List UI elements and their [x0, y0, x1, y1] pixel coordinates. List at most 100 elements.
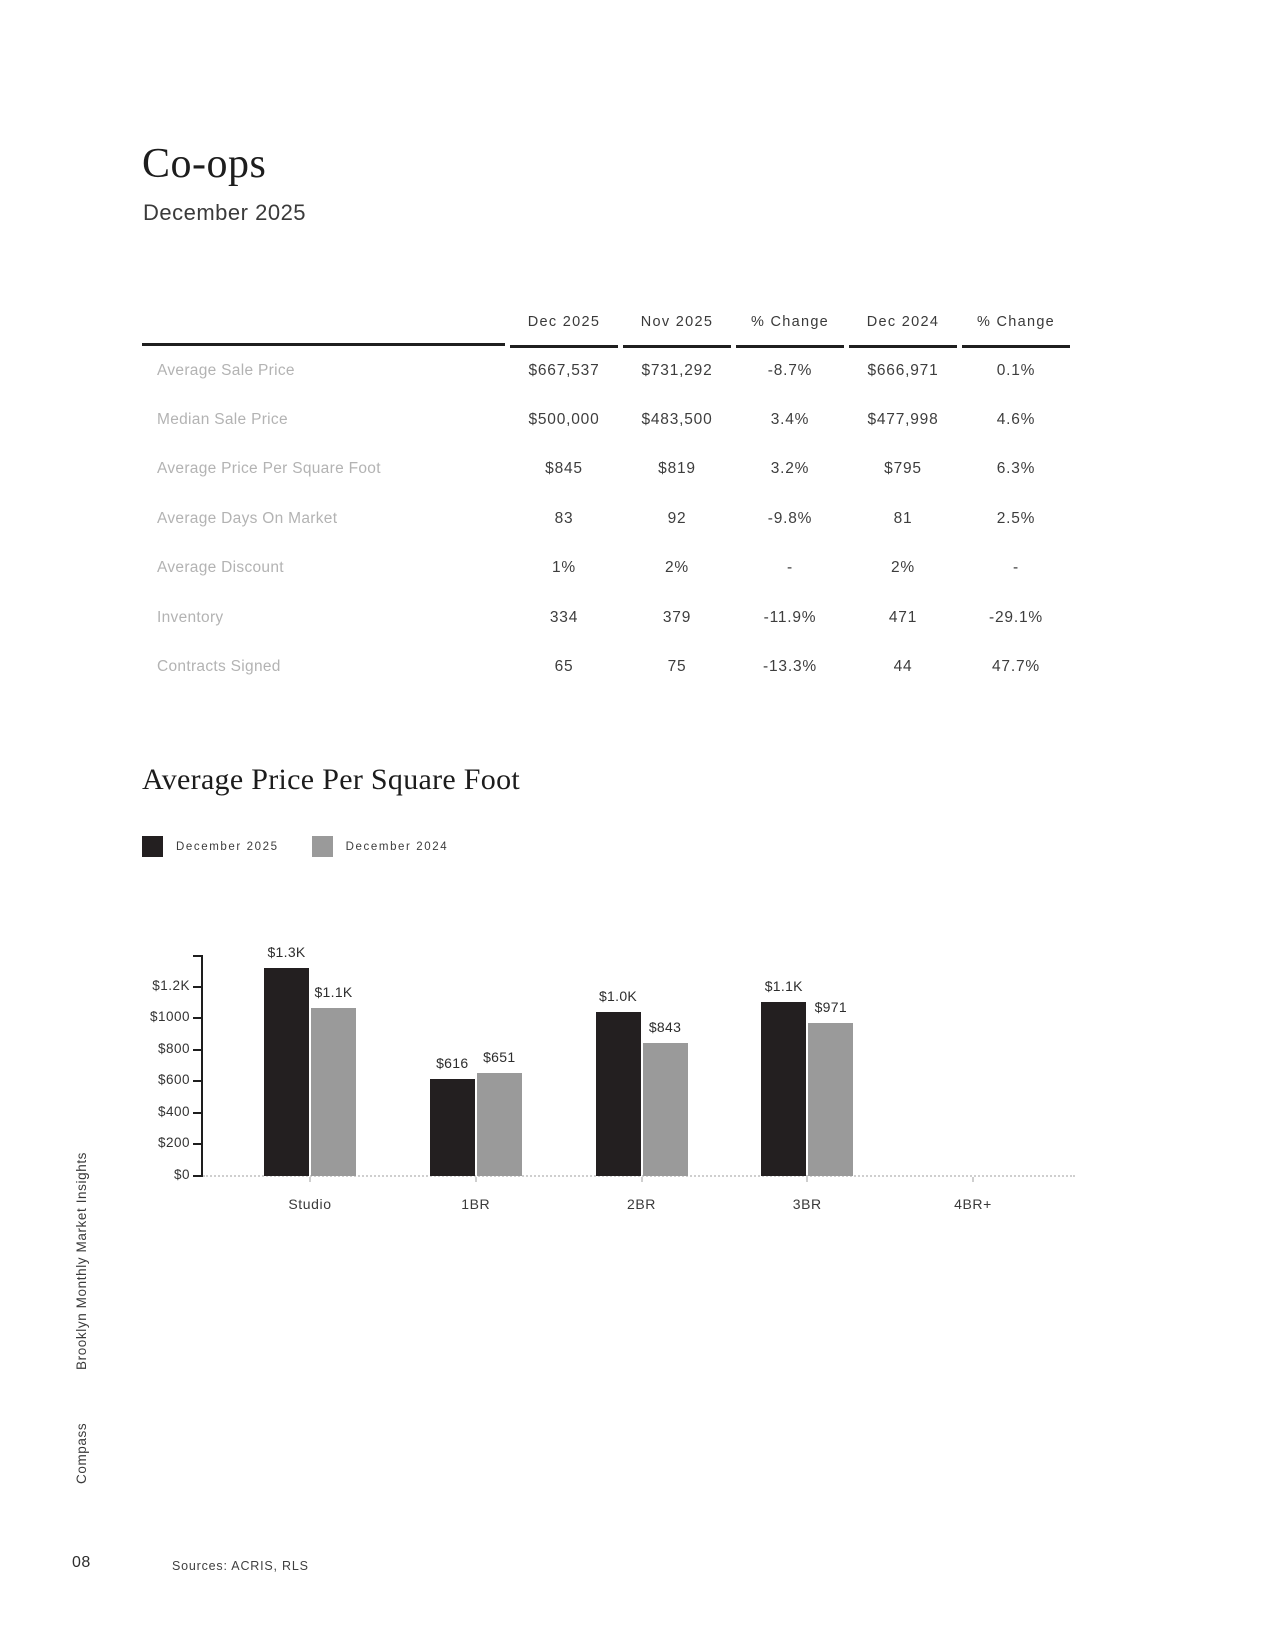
metric-value: $795 — [884, 460, 922, 478]
legend-item-dec-2025: December 2025 — [142, 836, 279, 857]
table-row: Inventory 334 379 -11.9% 471 -29.1% — [142, 593, 1070, 642]
metric-value: 3.4% — [770, 411, 810, 429]
metric-value: 471 — [888, 608, 918, 626]
y-axis-tick-label: $200 — [157, 1135, 190, 1151]
column-header: % Change — [736, 299, 844, 348]
metric-value: 44 — [893, 658, 913, 676]
y-axis-tick — [193, 1111, 201, 1114]
metric-value: $500,000 — [528, 411, 600, 429]
bar-2br-dec-2025 — [595, 1011, 641, 1176]
bar-value-label: $971 — [814, 998, 847, 1015]
metric-value: 2% — [890, 559, 915, 577]
metric-label: Median Sale Price — [157, 411, 288, 429]
bar-studio-dec-2025 — [264, 967, 309, 1176]
metric-value: 47.7% — [992, 658, 1040, 676]
table-row: Average Discount 1% 2% - 2% - — [142, 544, 1070, 593]
table-row: Contracts Signed 65 75 -13.3% 44 47.7% — [142, 642, 1070, 691]
metric-value: $845 — [545, 460, 583, 478]
x-axis-category-label: 4BR+ — [954, 1196, 992, 1212]
metric-value: 1% — [551, 559, 576, 577]
y-axis-tick-label: $600 — [157, 1072, 190, 1088]
table-row: Median Sale Price $500,000 $483,500 3.4%… — [142, 395, 1070, 444]
sidebar-report-title: Brooklyn Monthly Market Insights — [74, 1151, 89, 1370]
metric-value: -8.7% — [767, 361, 813, 379]
bar-studio-dec-2024 — [311, 1007, 356, 1176]
x-axis-category-tick — [474, 1177, 477, 1182]
y-axis-tick — [193, 1143, 201, 1146]
bar-value-label: $616 — [436, 1054, 469, 1071]
bar-3br-dec-2025 — [761, 1001, 807, 1176]
bar-3br-dec-2024 — [808, 1022, 854, 1176]
table-header-row: Dec 2025 Nov 2025 % Change Dec 2024 % Ch… — [142, 299, 1070, 348]
metric-value: $819 — [658, 460, 696, 478]
sources-note: Sources: ACRIS, RLS — [172, 1559, 309, 1573]
metric-value: 334 — [549, 608, 579, 626]
metric-label: Average Discount — [157, 559, 284, 577]
legend-item-dec-2024: December 2024 — [311, 836, 449, 857]
x-axis-category-tick — [806, 1177, 809, 1182]
metric-label: Inventory — [157, 608, 224, 626]
metric-value: 83 — [554, 509, 574, 527]
y-axis-tick — [193, 985, 201, 988]
metric-value: $667,537 — [528, 361, 600, 379]
page-number: 08 — [72, 1554, 91, 1571]
chart-legend: December 2025 December 2024 — [142, 836, 448, 857]
metric-value: 2.5% — [996, 509, 1036, 527]
x-axis-category-label: Studio — [288, 1196, 332, 1212]
metric-value: 75 — [667, 658, 687, 676]
y-axis-tick — [193, 1080, 201, 1083]
metric-value: 81 — [893, 509, 913, 527]
metric-value: -9.8% — [767, 509, 813, 527]
metric-value: -29.1% — [989, 608, 1043, 626]
bar-value-label: $843 — [648, 1018, 682, 1035]
metric-value: 92 — [667, 509, 687, 527]
x-axis-category-label: 1BR — [461, 1196, 491, 1212]
legend-swatch-dark — [142, 836, 163, 857]
metric-value: $666,971 — [867, 361, 939, 379]
metric-value: 379 — [662, 608, 692, 626]
metric-label: Average Price Per Square Foot — [157, 460, 381, 478]
metric-value: -11.9% — [763, 608, 817, 626]
metric-value: 3.2% — [770, 460, 810, 478]
page-subtitle: December 2025 — [143, 200, 307, 225]
bar-value-label: $651 — [483, 1049, 516, 1066]
x-axis-category-label: 2BR — [626, 1196, 657, 1212]
x-axis-category-label: 3BR — [792, 1196, 822, 1212]
bar-chart: $1.2K $1000 $800 $600 $400 $200 $0 Studio $1.3K $… — [0, 900, 1275, 1220]
column-header: Dec 2024 — [849, 299, 957, 348]
metrics-table: Dec 2025 Nov 2025 % Change Dec 2024 % Ch… — [142, 300, 1070, 692]
y-axis-line — [201, 955, 203, 1177]
metric-value: - — [1013, 559, 1019, 577]
metric-value: $477,998 — [867, 411, 939, 429]
y-axis-tick-label: $0 — [173, 1167, 190, 1182]
x-axis-category-tick — [309, 1177, 311, 1182]
metric-value: 2% — [664, 559, 689, 577]
bar-value-label: $1.3K — [267, 943, 306, 960]
bar-value-label: $1.1K — [764, 977, 803, 994]
y-axis-tick-label: $1.2K — [152, 977, 190, 993]
bar-1br-dec-2024 — [476, 1073, 522, 1176]
y-axis-tick — [193, 1048, 201, 1051]
metric-value: 4.6% — [996, 411, 1036, 429]
metric-value: 0.1% — [996, 361, 1036, 379]
metric-value: 6.3% — [996, 460, 1036, 478]
y-axis-tick — [193, 1017, 201, 1020]
metric-value: -13.3% — [763, 658, 817, 676]
legend-swatch-gray — [311, 836, 333, 857]
table-row: Average Days On Market 83 92 -9.8% 81 2.… — [142, 494, 1070, 543]
y-axis-top-tick — [193, 955, 201, 957]
table-corner-cell — [142, 300, 505, 346]
column-header: Dec 2025 — [510, 299, 618, 348]
column-header: Nov 2025 — [623, 299, 731, 348]
metric-label: Average Sale Price — [157, 361, 295, 379]
bar-value-label: $1.1K — [314, 983, 353, 1000]
metric-value: 65 — [554, 658, 574, 676]
y-axis-tick-label: $1000 — [149, 1009, 190, 1025]
column-header: % Change — [962, 299, 1070, 348]
legend-label: December 2024 — [345, 840, 449, 853]
x-axis-category-tick — [972, 1177, 974, 1182]
brand-logo-text: Compass — [74, 1422, 89, 1484]
metric-value: $731,292 — [641, 361, 713, 379]
legend-label: December 2025 — [176, 840, 279, 853]
